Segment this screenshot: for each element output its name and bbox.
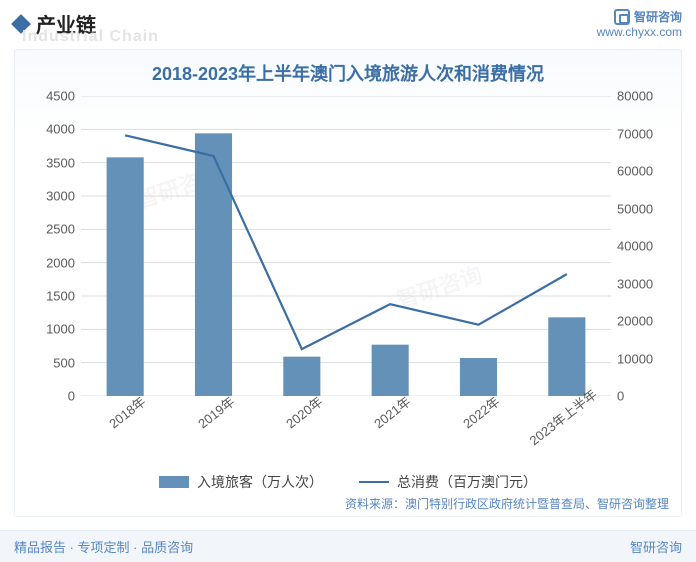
bar bbox=[372, 345, 409, 396]
y2-tick-label: 60000 bbox=[611, 164, 653, 179]
brand-url: www.chyxx.com bbox=[597, 25, 682, 39]
y2-tick-label: 40000 bbox=[611, 239, 653, 254]
brand-logo-icon bbox=[614, 9, 630, 25]
y2-tick-label: 20000 bbox=[611, 314, 653, 329]
x-tick-label: 2019年 bbox=[193, 391, 238, 432]
y1-tick-label: 2000 bbox=[46, 255, 81, 270]
y1-tick-label: 2500 bbox=[46, 222, 81, 237]
y2-tick-label: 80000 bbox=[611, 89, 653, 104]
footer-left: 精品报告 · 专项定制 · 品质咨询 bbox=[14, 537, 193, 556]
plot-area: 0500100015002000250030003500400045000100… bbox=[33, 96, 663, 436]
x-tick-label: 2021年 bbox=[369, 391, 414, 432]
y1-tick-label: 1500 bbox=[46, 289, 81, 304]
chart-title: 2018-2023年上半年澳门入境旅游人次和消费情况 bbox=[25, 60, 671, 86]
section-ghost-label: Industrial Chain bbox=[22, 28, 159, 46]
bar bbox=[195, 133, 232, 396]
legend: 入境旅客（万人次） 总消费（百万澳门元） bbox=[25, 472, 671, 492]
y2-tick-label: 10000 bbox=[611, 351, 653, 366]
chart-svg bbox=[81, 96, 611, 396]
legend-line-label: 总消费（百万澳门元） bbox=[397, 472, 537, 492]
y1-tick-label: 0 bbox=[68, 389, 81, 404]
y2-tick-label: 0 bbox=[611, 389, 624, 404]
brand-block: 智研咨询 www.chyxx.com bbox=[597, 8, 682, 39]
y1-tick-label: 4500 bbox=[46, 89, 81, 104]
y1-tick-label: 3000 bbox=[46, 189, 81, 204]
legend-bar-label: 入境旅客（万人次） bbox=[197, 472, 323, 492]
x-tick-label: 2020年 bbox=[281, 391, 326, 432]
x-tick-label: 2022年 bbox=[458, 391, 503, 432]
bar bbox=[460, 358, 497, 396]
y2-tick-label: 70000 bbox=[611, 126, 653, 141]
y2-tick-label: 30000 bbox=[611, 276, 653, 291]
footer-bar: 精品报告 · 专项定制 · 品质咨询 智研咨询 bbox=[0, 530, 696, 562]
bar bbox=[548, 317, 585, 396]
legend-item-line: 总消费（百万澳门元） bbox=[359, 472, 537, 492]
y2-tick-label: 50000 bbox=[611, 201, 653, 216]
source-text: 资料来源：澳门特别行政区政府统计暨普查局、智研咨询整理 bbox=[345, 495, 669, 512]
legend-item-bar: 入境旅客（万人次） bbox=[159, 472, 323, 492]
y1-tick-label: 4000 bbox=[46, 122, 81, 137]
chart-card: 2018-2023年上半年澳门入境旅游人次和消费情况 智研咨询 智研咨询 050… bbox=[14, 49, 682, 517]
legend-line-swatch bbox=[359, 481, 389, 483]
footer-right: 智研咨询 bbox=[630, 537, 682, 556]
bar bbox=[283, 357, 320, 396]
brand-name: 智研咨询 bbox=[634, 8, 682, 25]
x-tick-label: 2018年 bbox=[104, 391, 149, 432]
y1-tick-label: 500 bbox=[53, 355, 81, 370]
trend-line bbox=[125, 135, 567, 349]
y1-tick-label: 1000 bbox=[46, 322, 81, 337]
legend-bar-swatch bbox=[159, 476, 189, 488]
bar bbox=[107, 157, 144, 396]
y1-tick-label: 3500 bbox=[46, 155, 81, 170]
